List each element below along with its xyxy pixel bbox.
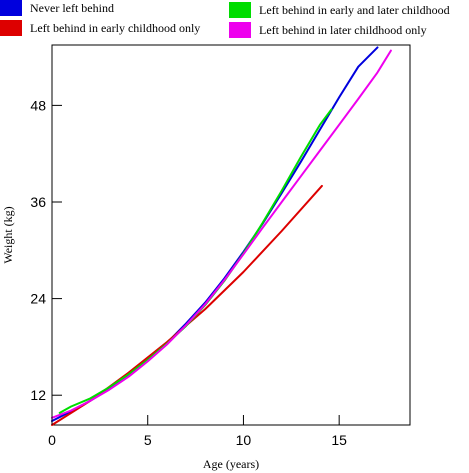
series-layer [51, 46, 392, 426]
y-axis: 12 24 36 48 [30, 97, 62, 403]
x-tick-label: 15 [331, 432, 347, 448]
legend-swatch-2 [0, 20, 22, 36]
legend-swatch-1 [0, 0, 22, 16]
series-line-2 [51, 184, 323, 426]
legend-label-1: Never left behind [30, 1, 114, 15]
x-tick-label: 5 [144, 432, 152, 448]
plot-frame [51, 44, 411, 426]
x-tick-label: 10 [236, 432, 252, 448]
y-tick-label: 48 [30, 97, 46, 113]
y-axis-title: Weight (kg) [1, 206, 15, 263]
legend-label-4: Left behind in later childhood only [259, 23, 427, 37]
series-line-3 [58, 108, 333, 414]
legend-swatch-4 [229, 22, 251, 38]
y-tick-label: 36 [30, 194, 46, 210]
series-line-1 [51, 46, 379, 422]
x-axis: 0 5 10 15 [48, 415, 347, 448]
series-line-4 [51, 49, 392, 419]
legend: Never left behind Left behind in early ch… [0, 0, 450, 38]
y-tick-label: 12 [30, 387, 46, 403]
legend-label-3: Left behind in early and later childhood [259, 3, 450, 17]
legend-label-2: Left behind in early childhood only [30, 21, 200, 35]
x-tick-label: 0 [48, 432, 56, 448]
x-axis-title: Age (years) [203, 457, 259, 471]
y-tick-label: 24 [30, 291, 46, 307]
legend-swatch-3 [229, 2, 251, 18]
